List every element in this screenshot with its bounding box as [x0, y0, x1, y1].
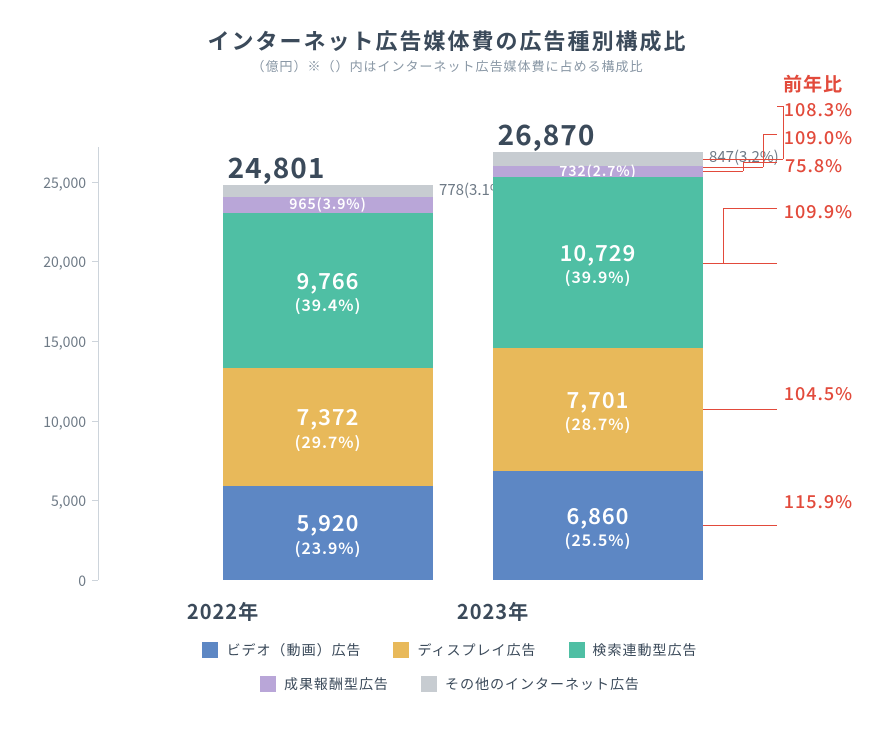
y-tick-mark	[92, 341, 98, 342]
yoy-leader	[743, 162, 777, 163]
legend-item-other: その他のインターネット広告	[421, 674, 640, 694]
segment-pct: (28.7%)	[565, 413, 632, 433]
bar-total-2022年: 24,801	[203, 147, 350, 187]
legend-item-video: ビデオ（動画）広告	[202, 640, 361, 660]
segment-value: 9,766	[297, 267, 360, 295]
y-tick-label: 25,000	[16, 173, 86, 193]
segment-affiliate: 965(3.9%)	[223, 197, 433, 212]
segment-value: 7,372	[297, 403, 360, 431]
legend-label-other: その他のインターネット広告	[445, 674, 640, 694]
segment-search: 9,766(39.4%)	[223, 213, 433, 369]
y-tick-mark	[92, 261, 98, 262]
legend-swatch-display	[393, 642, 409, 658]
segment-pct: (39.9%)	[565, 266, 632, 286]
segment-pct: (25.5%)	[565, 529, 632, 549]
yoy-leader-v	[763, 134, 764, 167]
yoy-leader	[703, 159, 783, 160]
y-axis-line	[98, 147, 99, 580]
yoy-leader	[703, 263, 777, 264]
yoy-leader	[777, 106, 783, 107]
y-tick-mark	[92, 580, 98, 581]
segment-label: 965(3.9%)	[289, 196, 367, 214]
yoy-search: 109.9%	[784, 198, 853, 224]
segment-display: 7,701(28.7%)	[493, 348, 703, 471]
yoy-affiliate-alt: 75.8%	[785, 152, 843, 178]
yoy-leader	[763, 134, 777, 135]
bar-2022年: 965(3.9%)9,766(39.4%)7,372(29.7%)5,920(2…	[223, 185, 433, 580]
legend-swatch-other	[421, 676, 437, 692]
segment-pct: (23.9%)	[295, 537, 362, 557]
legend: ビデオ（動画）広告 ディスプレイ広告 検索連動型広告 成果報酬型広告 その他のイ…	[190, 640, 710, 694]
yoy-leader	[723, 208, 777, 209]
legend-item-affiliate: 成果報酬型広告	[260, 674, 389, 694]
legend-item-display: ディスプレイ広告	[393, 640, 536, 660]
yoy-video: 115.9%	[784, 488, 853, 514]
y-tick-label: 10,000	[16, 412, 86, 432]
yoy-leader	[703, 525, 777, 526]
segment-video: 5,920(23.9%)	[223, 486, 433, 580]
stacked-bar-chart: インターネット広告媒体費の広告種別構成比 （億円）※（）内はインターネット広告媒…	[0, 0, 895, 730]
y-tick-mark	[92, 421, 98, 422]
y-tick-label: 0	[16, 571, 86, 591]
legend-item-search: 検索連動型広告	[569, 640, 698, 660]
legend-label-affiliate: 成果報酬型広告	[284, 674, 389, 694]
yoy-other: 108.3%	[784, 96, 853, 122]
y-tick-label: 5,000	[16, 491, 86, 511]
x-category-2023: 2023年	[388, 596, 598, 625]
legend-label-search: 検索連動型広告	[593, 640, 698, 660]
bar-total-2023年: 26,870	[473, 114, 620, 154]
y-tick-label: 15,000	[16, 332, 86, 352]
legend-swatch-video	[202, 642, 218, 658]
segment-search: 10,729(39.9%)	[493, 177, 703, 348]
legend-label-video: ビデオ（動画）広告	[226, 640, 361, 660]
y-tick-mark	[92, 500, 98, 501]
segment-pct: (29.7%)	[295, 431, 362, 451]
x-category-2022: 2022年	[118, 596, 328, 625]
yoy-leader	[703, 167, 763, 168]
yoy-affiliate: 109.0%	[784, 124, 853, 150]
yoy-header: 前年比	[783, 70, 843, 97]
segment-value: 6,860	[567, 502, 630, 530]
segment-value: 5,920	[297, 509, 360, 537]
segment-video: 6,860(25.5%)	[493, 471, 703, 580]
bar-2023年: 732(2.7%)10,729(39.9%)7,701(28.7%)6,860(…	[493, 152, 703, 580]
chart-title: インターネット広告媒体費の広告種別構成比	[0, 24, 895, 56]
y-tick-mark	[92, 182, 98, 183]
yoy-leader	[703, 409, 777, 410]
segment-display: 7,372(29.7%)	[223, 368, 433, 485]
yoy-leader	[703, 171, 743, 172]
yoy-display: 104.5%	[784, 380, 853, 406]
legend-swatch-search	[569, 642, 585, 658]
legend-swatch-affiliate	[260, 676, 276, 692]
segment-value: 7,701	[567, 386, 630, 414]
legend-label-display: ディスプレイ広告	[417, 640, 536, 660]
yoy-leader-v	[723, 208, 724, 263]
yoy-leader-v	[783, 106, 784, 159]
chart-subtitle: （億円）※（）内はインターネット広告媒体費に占める構成比	[0, 56, 895, 75]
segment-affiliate: 732(2.7%)	[493, 166, 703, 178]
plot-area: 05,00010,00015,00020,00025,000 965(3.9%)…	[98, 150, 698, 580]
segment-value: 10,729	[560, 239, 637, 267]
segment-pct: (39.4%)	[295, 294, 362, 314]
y-tick-label: 20,000	[16, 252, 86, 272]
